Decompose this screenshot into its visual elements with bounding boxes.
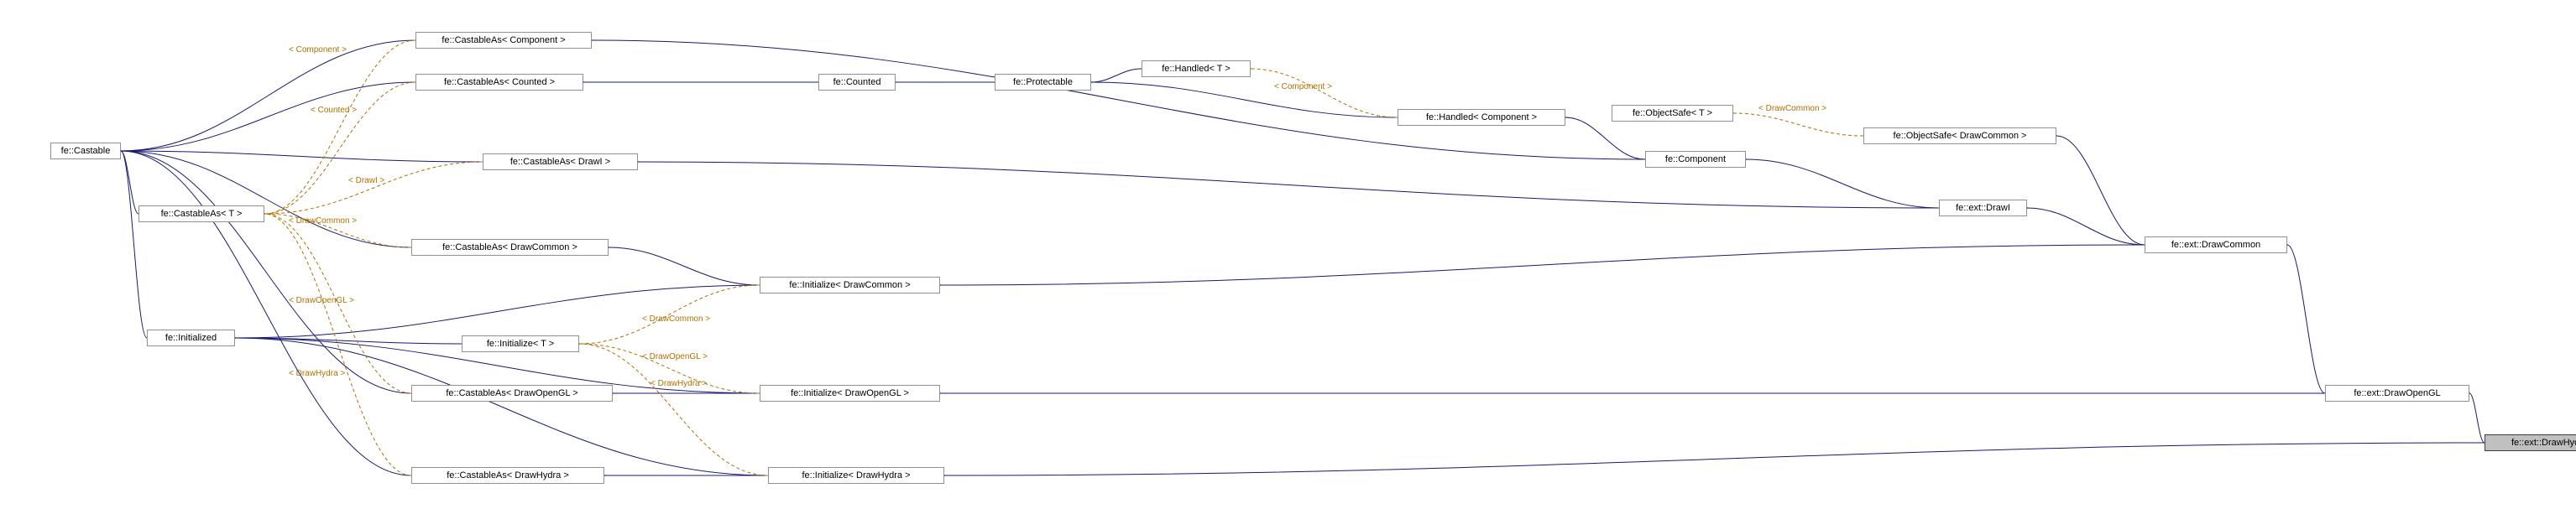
node-ext_drawcommon[interactable]: fe::ext::DrawCommon (2145, 236, 2287, 253)
node-castas_comp[interactable]: fe::CastableAs< Component > (415, 32, 592, 49)
edge-label: < DrawHydra > (651, 379, 707, 388)
node-protectable[interactable]: fe::Protectable (995, 74, 1091, 91)
node-initialize_dc[interactable]: fe::Initialize< DrawCommon > (760, 277, 940, 293)
node-counted[interactable]: fe::Counted (818, 74, 896, 91)
node-castas_counted[interactable]: fe::CastableAs< Counted > (415, 74, 583, 91)
node-component[interactable]: fe::Component (1645, 151, 1746, 168)
edge-label: < Component > (289, 45, 347, 55)
edge-label: < DrawCommon > (1758, 104, 1826, 113)
edge-label: < Component > (1274, 82, 1332, 91)
inheritance-diagram: { "type": "inheritance-graph", "backgrou… (0, 0, 2576, 509)
edges-layer (0, 0, 2576, 509)
node-castas_drawcmn[interactable]: fe::CastableAs< DrawCommon > (411, 239, 609, 256)
node-handled_t[interactable]: fe::Handled< T > (1142, 60, 1251, 77)
edge-label: < Counted > (311, 106, 357, 115)
edge-label: < DrawCommon > (642, 314, 710, 324)
edge-label: < DrawI > (348, 176, 384, 185)
edge-label: < DrawCommon > (289, 216, 357, 226)
node-initialized[interactable]: fe::Initialized (147, 330, 235, 346)
node-objectsafe_dc[interactable]: fe::ObjectSafe< DrawCommon > (1863, 127, 2056, 144)
node-initialize_ogl[interactable]: fe::Initialize< DrawOpenGL > (760, 385, 940, 402)
node-castas_drawogl[interactable]: fe::CastableAs< DrawOpenGL > (411, 385, 613, 402)
edge-label: < DrawOpenGL > (642, 352, 708, 361)
node-initialize_t[interactable]: fe::Initialize< T > (462, 335, 579, 352)
node-castas_drawhydra[interactable]: fe::CastableAs< DrawHydra > (411, 467, 604, 484)
node-initialize_hydra[interactable]: fe::Initialize< DrawHydra > (768, 467, 944, 484)
node-castas_drawi[interactable]: fe::CastableAs< DrawI > (483, 153, 638, 170)
node-ext_drawopengl[interactable]: fe::ext::DrawOpenGL (2325, 385, 2469, 402)
node-handled_comp[interactable]: fe::Handled< Component > (1398, 109, 1565, 126)
node-ext_drawi[interactable]: fe::ext::DrawI (1939, 200, 2027, 216)
node-castas_t[interactable]: fe::CastableAs< T > (138, 205, 264, 222)
node-ext_drawhydra[interactable]: fe::ext::DrawHydra (2485, 434, 2576, 451)
edge-label: < DrawOpenGL > (289, 296, 354, 305)
node-castable[interactable]: fe::Castable (50, 143, 121, 159)
node-objectsafe_t[interactable]: fe::ObjectSafe< T > (1612, 105, 1733, 122)
edge-label: < DrawHydra > (289, 369, 345, 378)
